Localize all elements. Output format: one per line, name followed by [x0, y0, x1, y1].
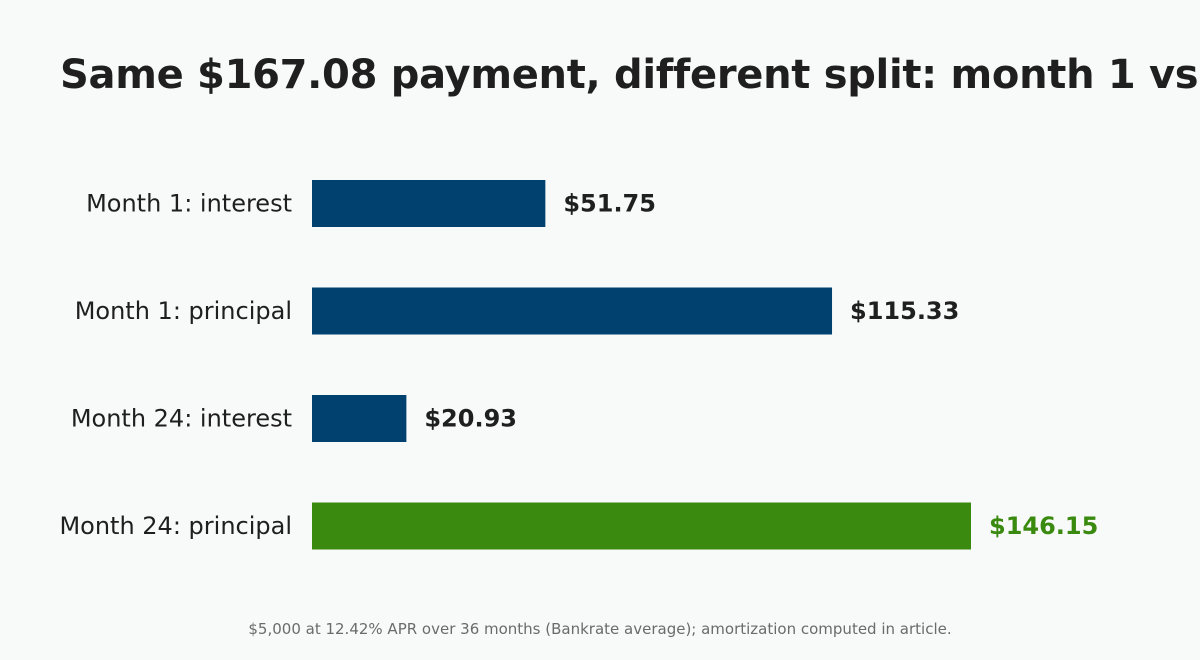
bar-row: Month 1: interest $51.75	[86, 180, 656, 227]
bar-row: Month 24: interest $20.93	[71, 395, 517, 442]
chart-title: Same $167.08 payment, different split: m…	[60, 52, 1200, 98]
value-label: $115.33	[850, 297, 959, 325]
bar-row: Month 1: principal $115.33	[75, 287, 959, 335]
bar-row: Month 24: principal $146.15	[59, 502, 1098, 550]
bar	[312, 395, 407, 442]
value-label: $146.15	[989, 512, 1098, 540]
category-label: Month 24: interest	[71, 405, 292, 433]
bar	[312, 180, 546, 227]
chart-footnote: $5,000 at 12.42% APR over 36 months (Ban…	[248, 620, 952, 638]
title-area: Same $167.08 payment, different split: m…	[0, 0, 1200, 140]
category-label: Month 24: principal	[59, 512, 292, 540]
bar	[312, 502, 971, 550]
bar	[312, 287, 833, 335]
category-label: Month 1: interest	[86, 190, 292, 218]
category-label: Month 1: principal	[75, 297, 292, 325]
value-label: $20.93	[424, 405, 517, 433]
value-label: $51.75	[563, 190, 656, 218]
